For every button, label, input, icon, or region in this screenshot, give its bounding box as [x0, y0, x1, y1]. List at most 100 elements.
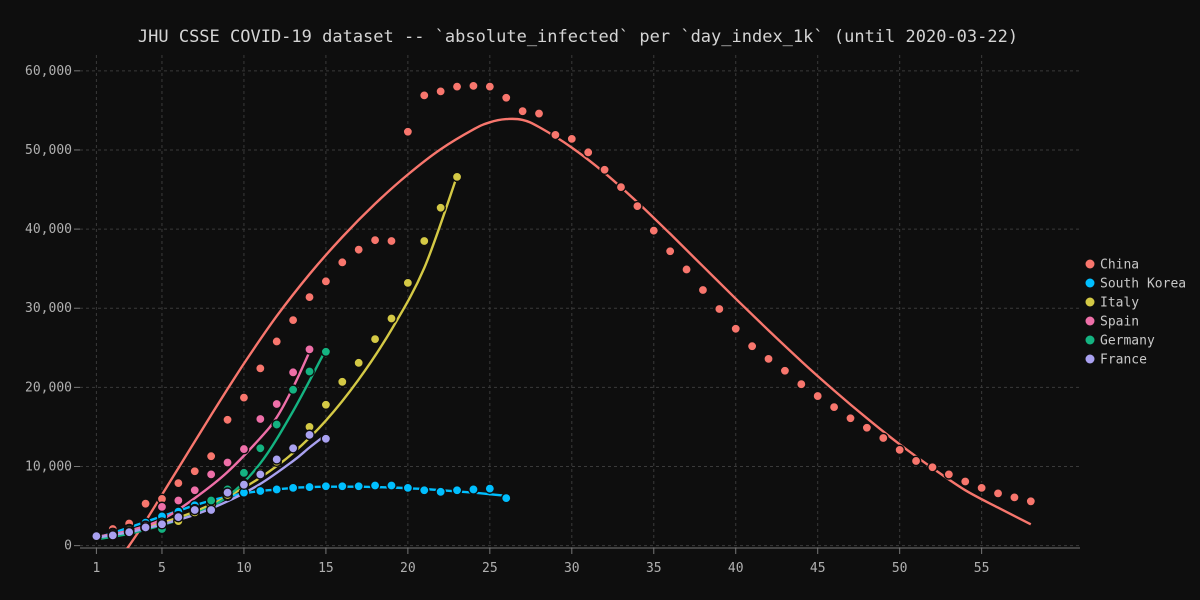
x-tick-label: 15 [318, 561, 334, 576]
china-point [484, 81, 496, 92]
legend: China South Korea Italy Spain Germany France [1085, 258, 1186, 368]
chart-title: JHU CSSE COVID-19 dataset -- `absolute_i… [138, 27, 1018, 47]
germany-point [304, 366, 315, 377]
china-point [714, 303, 725, 315]
spain-point [255, 413, 266, 425]
spain-point [205, 469, 217, 480]
legend-marker-spain [1085, 316, 1095, 326]
south-korea-point [304, 481, 315, 493]
china-point [648, 225, 660, 236]
italy-point [336, 376, 348, 388]
china-point [664, 245, 676, 257]
south-korea-point [435, 486, 446, 498]
china-point [451, 81, 463, 92]
china-point [1025, 496, 1037, 507]
y-tick-label: 0 [64, 539, 72, 554]
china-point [533, 108, 545, 119]
china-fit-line [126, 117, 1032, 548]
china-point [238, 392, 250, 403]
china-point [910, 455, 922, 467]
y-tick-label: 40,000 [25, 222, 72, 237]
data-points [91, 80, 1037, 543]
china-point [943, 469, 955, 480]
china-point [304, 291, 315, 303]
y-tick-label: 60,000 [25, 64, 72, 79]
x-tick-label: 25 [482, 561, 498, 576]
china-point [189, 465, 201, 477]
france-point [123, 526, 135, 538]
china-point [287, 314, 299, 326]
spain-point [222, 457, 233, 468]
china-point [599, 164, 610, 176]
france-point [205, 504, 217, 516]
china-point [386, 235, 397, 247]
south-korea-point [271, 484, 283, 495]
china-point [845, 412, 856, 424]
france-point [287, 442, 299, 454]
china-point [550, 129, 561, 141]
germany-point [238, 467, 250, 479]
france-point [271, 454, 283, 465]
x-tick-label: 40 [728, 561, 744, 576]
legend-label-spain: Spain [1100, 315, 1139, 330]
france-fit-line [96, 433, 327, 539]
south-korea-point [369, 480, 381, 491]
china-point [992, 488, 1004, 499]
grid [80, 55, 1080, 548]
x-tick-label: 45 [810, 561, 826, 576]
south-korea-point [500, 492, 512, 504]
italy-point [435, 202, 446, 214]
x-tick-label: 30 [564, 561, 580, 576]
spain-point [271, 398, 283, 410]
fit-lines [96, 117, 1032, 548]
germany-point [255, 442, 266, 454]
china-point [468, 80, 479, 92]
china-point [927, 461, 938, 473]
legend-marker-south-korea [1085, 278, 1095, 288]
legend-label-france: France [1100, 353, 1147, 368]
y-tick-label: 10,000 [25, 459, 72, 474]
china-point [205, 450, 217, 462]
china-point [796, 378, 807, 390]
france-point [156, 518, 168, 530]
china-point [746, 340, 758, 352]
china-point [959, 476, 971, 487]
legend-label-italy: Italy [1100, 296, 1139, 311]
france-point [222, 487, 233, 498]
italy-fit-line [96, 175, 459, 540]
x-tick-label: 5 [158, 561, 166, 576]
china-point [369, 234, 381, 246]
germany-point [271, 419, 283, 430]
france-point [107, 530, 119, 541]
china-point [255, 363, 266, 374]
legend-label-china: China [1100, 258, 1139, 273]
france-point [140, 522, 151, 533]
x-tick-label: 55 [974, 561, 990, 576]
south-korea-point [468, 484, 479, 495]
china-point [697, 284, 709, 296]
spain-point [189, 484, 201, 496]
x-tick-label: 50 [892, 561, 908, 576]
china-point [779, 365, 791, 377]
x-tick-label: 1 [92, 561, 100, 576]
france-point [304, 429, 315, 441]
spain-point [304, 344, 315, 355]
china-point [353, 244, 364, 255]
france-point [255, 469, 266, 480]
legend-marker-germany [1085, 335, 1095, 345]
china-point [976, 482, 987, 494]
italy-point [451, 171, 463, 183]
italy-point [386, 313, 397, 324]
legend-label-germany: Germany [1100, 334, 1155, 349]
legend-marker-france [1085, 354, 1095, 364]
south-korea-point [451, 484, 463, 496]
china-point [418, 90, 430, 101]
south-korea-point [386, 480, 397, 491]
china-point [730, 323, 742, 335]
south-korea-point [402, 482, 414, 494]
legend-label-south-korea: South Korea [1100, 277, 1186, 292]
y-tick-label: 50,000 [25, 143, 72, 158]
south-korea-point [336, 480, 348, 492]
